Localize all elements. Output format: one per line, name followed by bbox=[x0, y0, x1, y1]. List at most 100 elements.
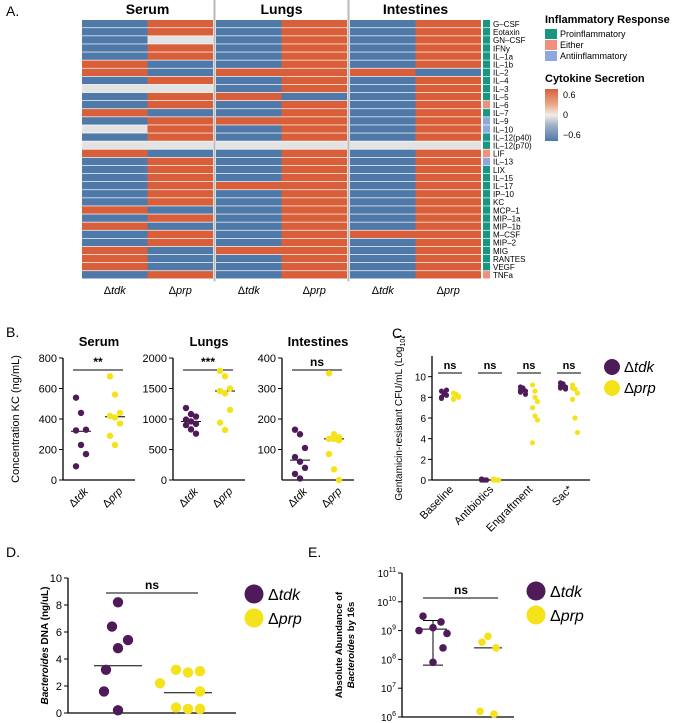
data-point bbox=[182, 667, 194, 678]
y-tick-label: 1010 bbox=[377, 596, 396, 609]
heatmap-cell bbox=[216, 141, 282, 149]
y-tick-label: 1000 bbox=[143, 414, 167, 426]
row-label: MIP–1b bbox=[493, 223, 521, 232]
data-point bbox=[72, 463, 80, 470]
heatmap-cell bbox=[415, 149, 481, 157]
panel-label-a: A. bbox=[6, 3, 19, 19]
data-point bbox=[476, 707, 484, 716]
row-label: IP–10 bbox=[493, 190, 514, 199]
data-point bbox=[77, 409, 85, 417]
heatmap-cell bbox=[415, 36, 481, 44]
data-point bbox=[569, 396, 576, 402]
heatmap-cell bbox=[216, 165, 282, 174]
heatmap-cell bbox=[350, 44, 416, 52]
heatmap-cell bbox=[147, 109, 213, 117]
heatmap-cell bbox=[147, 214, 213, 222]
data-point bbox=[529, 440, 536, 446]
row-label: MIG bbox=[493, 247, 508, 256]
heatmap-cell bbox=[82, 254, 148, 263]
significance-label: ns bbox=[523, 360, 536, 372]
data-point bbox=[562, 386, 569, 392]
y-tick-label: 8 bbox=[420, 393, 426, 404]
data-point bbox=[450, 396, 457, 402]
heatmap-cell bbox=[415, 133, 481, 141]
y-tick-label: 1500 bbox=[143, 384, 167, 396]
heatmap-cell bbox=[147, 60, 213, 68]
heatmap-cell bbox=[82, 230, 148, 238]
row-label: IL–13 bbox=[493, 158, 514, 167]
data-point bbox=[154, 678, 166, 689]
row-label: LIX bbox=[493, 166, 506, 175]
heatmap-cell bbox=[350, 36, 416, 44]
legend-marker bbox=[526, 605, 546, 625]
heatmap-cell bbox=[216, 263, 282, 271]
heatmap-cell bbox=[415, 206, 481, 214]
data-point bbox=[495, 477, 502, 483]
heatmap-cell bbox=[82, 60, 148, 68]
data-point bbox=[490, 477, 497, 483]
y-axis-label: Concentration KC (ng/mL) bbox=[10, 355, 22, 483]
heatmap-cell bbox=[350, 173, 416, 182]
row-class-marker bbox=[483, 133, 490, 141]
heatmap-cell bbox=[147, 101, 213, 109]
data-point bbox=[455, 393, 462, 399]
y-tick-label: 200 bbox=[39, 445, 57, 457]
data-point bbox=[296, 458, 304, 465]
y-axis-label: Bacteroides DNA (ng/uL) bbox=[40, 587, 51, 705]
data-point bbox=[296, 475, 304, 482]
row-class-marker bbox=[483, 198, 490, 206]
heatmap-cell bbox=[147, 125, 213, 133]
heatmap-cell bbox=[281, 246, 347, 255]
heatmap-cell bbox=[350, 190, 416, 198]
heatmap-cell bbox=[147, 263, 213, 271]
heatmap-cell bbox=[216, 84, 282, 93]
y-tick-label: 6 bbox=[56, 627, 62, 639]
data-point bbox=[112, 597, 124, 608]
heatmap-cell bbox=[216, 198, 282, 206]
heatmap-condition-label: Δtdk bbox=[104, 285, 127, 297]
heatmap-cell bbox=[281, 157, 347, 166]
x-tick-label: Δprp bbox=[319, 485, 344, 510]
x-tick-label: Sac* bbox=[550, 483, 575, 508]
row-class-marker bbox=[483, 206, 490, 214]
y-tick-label: 300 bbox=[258, 384, 276, 396]
data-point bbox=[106, 621, 118, 632]
heatmap-cell bbox=[82, 36, 148, 44]
heatmap-cell bbox=[415, 271, 481, 279]
colorbar-title: Cytokine Secretion bbox=[545, 73, 645, 85]
y-tick-label: 200 bbox=[258, 414, 276, 426]
y-tick-label: 1011 bbox=[378, 567, 396, 580]
data-point bbox=[569, 385, 576, 391]
heatmap-cell bbox=[281, 271, 347, 279]
heatmap-cell bbox=[281, 222, 347, 230]
heatmap-cell bbox=[216, 222, 282, 230]
data-point bbox=[439, 644, 447, 652]
data-point bbox=[532, 413, 538, 419]
data-point bbox=[291, 453, 299, 461]
heatmap-cell bbox=[350, 263, 416, 271]
heatmap-cell bbox=[350, 149, 416, 157]
heatmap-condition-label: Δprp bbox=[303, 285, 326, 297]
y-tick-label: 400 bbox=[258, 353, 276, 365]
row-class-marker bbox=[483, 230, 490, 238]
heatmap-cell bbox=[281, 198, 347, 206]
data-point bbox=[187, 426, 195, 433]
heatmap-cell bbox=[82, 165, 148, 174]
row-class-marker bbox=[483, 141, 490, 149]
data-point bbox=[438, 395, 445, 401]
heatmap-cell bbox=[281, 92, 347, 101]
data-point bbox=[82, 450, 90, 458]
row-label: IL–9 bbox=[493, 117, 509, 126]
heatmap-cell bbox=[147, 238, 213, 247]
data-point bbox=[574, 429, 581, 436]
heatmap-cell bbox=[350, 198, 416, 206]
data-point bbox=[441, 391, 447, 397]
data-point bbox=[522, 391, 529, 397]
heatmap-cell bbox=[350, 20, 416, 28]
heatmap-cell bbox=[216, 133, 282, 141]
heatmap-cell bbox=[415, 52, 481, 60]
data-point bbox=[187, 410, 195, 418]
data-point bbox=[534, 417, 541, 423]
y-tick-label: 600 bbox=[39, 384, 57, 396]
data-point bbox=[572, 415, 578, 421]
